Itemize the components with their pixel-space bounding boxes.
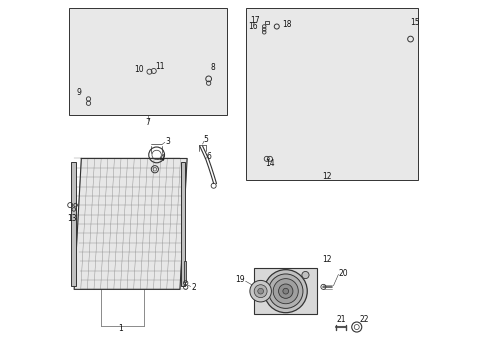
Circle shape [264, 270, 306, 313]
Bar [264, 21, 268, 24]
Text: 12: 12 [322, 255, 331, 264]
Text: 10: 10 [134, 65, 143, 74]
Text: 13: 13 [67, 214, 76, 223]
Text: 7: 7 [145, 118, 150, 127]
Text: 21: 21 [336, 315, 345, 324]
Text: 12: 12 [322, 172, 331, 181]
Bar [254, 268, 316, 315]
Circle shape [254, 285, 266, 298]
Circle shape [257, 288, 263, 294]
Text: 2: 2 [191, 283, 196, 292]
Bar [71, 162, 76, 286]
Text: 5: 5 [203, 135, 208, 144]
Circle shape [278, 284, 292, 298]
Bar [69, 8, 226, 116]
Bar [246, 8, 418, 180]
Text: 1: 1 [118, 324, 123, 333]
Circle shape [268, 274, 303, 309]
Text: 6: 6 [206, 152, 211, 161]
Text: 4: 4 [159, 154, 164, 163]
Text: 15: 15 [409, 18, 419, 27]
Polygon shape [74, 158, 187, 289]
Circle shape [273, 279, 298, 304]
Bar [180, 162, 184, 286]
Text: 9: 9 [76, 87, 81, 96]
Text: 19: 19 [235, 275, 244, 284]
Text: 3: 3 [164, 137, 169, 146]
Circle shape [301, 271, 308, 279]
Text: 22: 22 [359, 315, 368, 324]
Text: 17: 17 [249, 16, 259, 25]
Text: 8: 8 [210, 63, 215, 72]
Text: 16: 16 [248, 22, 258, 31]
Text: 18: 18 [282, 19, 291, 28]
Bar [183, 261, 186, 282]
Circle shape [282, 288, 288, 294]
Text: 20: 20 [338, 269, 347, 278]
Text: 14: 14 [265, 159, 275, 168]
Circle shape [249, 280, 271, 302]
Text: 11: 11 [155, 62, 164, 71]
